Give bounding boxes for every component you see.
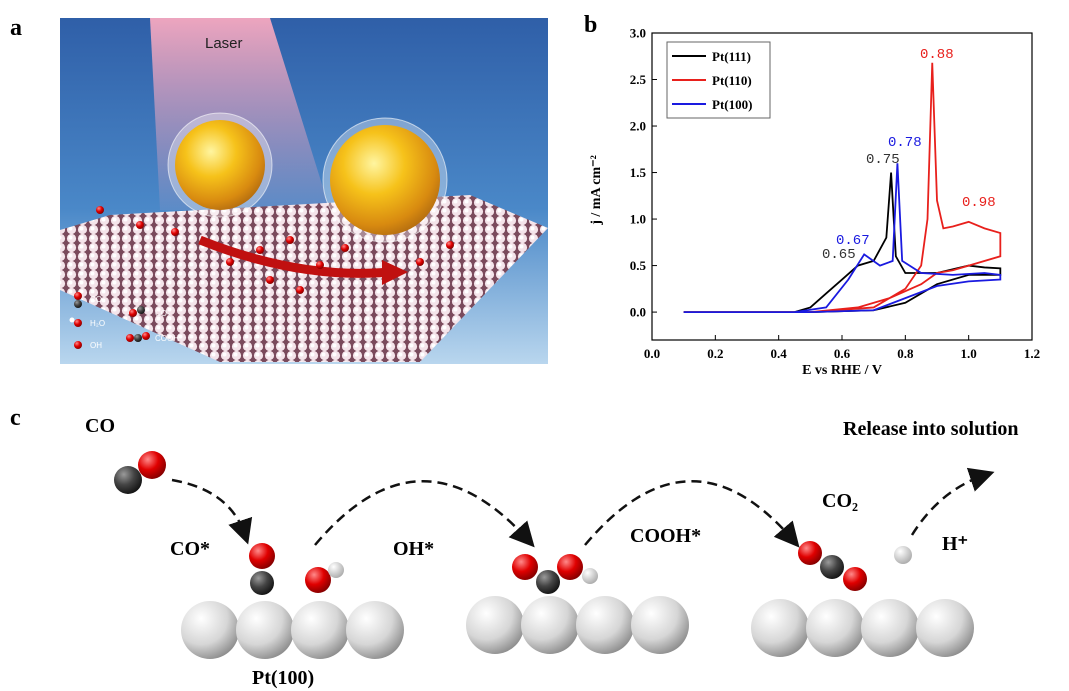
y-tick-label: 1.0 bbox=[630, 212, 646, 227]
x-tick-label: 1.0 bbox=[961, 346, 977, 361]
annotation: 0.65 bbox=[822, 247, 856, 263]
annotation: 0.88 bbox=[920, 47, 954, 63]
species-label: CO bbox=[85, 415, 115, 437]
x-tick-label: 1.2 bbox=[1024, 346, 1040, 361]
legend-label: Pt(100) bbox=[712, 97, 752, 112]
legend-label: CO bbox=[90, 295, 102, 304]
legend-label: H₂O bbox=[90, 319, 105, 328]
legend-label: Pt(110) bbox=[712, 73, 752, 88]
figure: a b c Laser CO H₂O OH CO₂ COOH E vs RHE … bbox=[0, 0, 1069, 691]
y-tick-label: 0.0 bbox=[630, 305, 646, 320]
surface-atoms bbox=[181, 596, 974, 659]
x-axis-label: E vs RHE / V bbox=[802, 363, 882, 378]
surface-label: Pt(100) bbox=[252, 667, 314, 689]
y-tick-label: 1.5 bbox=[630, 165, 647, 180]
gold-sphere bbox=[330, 125, 440, 235]
legend-label: CO₂ bbox=[155, 309, 170, 318]
panel-label: c bbox=[10, 405, 21, 431]
annotation: 0.98 bbox=[962, 195, 996, 211]
species-label: OH* bbox=[393, 538, 434, 560]
species-label: H⁺ bbox=[942, 533, 968, 555]
legend-label: Pt(111) bbox=[712, 49, 751, 64]
species-label: CO* bbox=[170, 538, 210, 560]
beam-label: Laser bbox=[205, 35, 243, 52]
x-tick-label: 0.0 bbox=[644, 346, 660, 361]
y-tick-label: 3.0 bbox=[630, 26, 646, 41]
y-tick-label: 0.5 bbox=[630, 258, 647, 273]
x-tick-label: 0.6 bbox=[834, 346, 851, 361]
x-tick-label: 0.2 bbox=[707, 346, 723, 361]
legend-label: OH bbox=[90, 341, 102, 350]
illustration: Laser CO H₂O OH CO₂ COOH bbox=[60, 18, 548, 364]
release-label: Release into solution bbox=[843, 418, 1019, 440]
y-tick-label: 2.0 bbox=[630, 119, 646, 134]
species-label: COOH* bbox=[630, 525, 701, 547]
x-tick-label: 0.8 bbox=[897, 346, 914, 361]
annotation: 0.78 bbox=[888, 135, 922, 151]
legend-label: COOH bbox=[155, 334, 179, 343]
chart: E vs RHE / V j / mA cm⁻² 0.0 0.2 0.4 0.6 0.8… bbox=[589, 26, 1040, 379]
y-tick-label: 2.5 bbox=[630, 72, 647, 87]
x-tick-label: 0.4 bbox=[771, 346, 788, 361]
annotation: 0.75 bbox=[866, 152, 900, 168]
gold-sphere bbox=[175, 120, 265, 210]
scheme: CO CO* OH* COOH* CO₂ H⁺ Release into sol… bbox=[85, 415, 1019, 689]
panel-label: b bbox=[584, 12, 597, 38]
annotation: 0.67 bbox=[836, 233, 870, 249]
species-label: CO₂ bbox=[822, 490, 858, 512]
arrows bbox=[172, 475, 985, 545]
y-axis-label: j / mA cm⁻² bbox=[589, 155, 604, 226]
panel-label: a bbox=[10, 15, 22, 41]
